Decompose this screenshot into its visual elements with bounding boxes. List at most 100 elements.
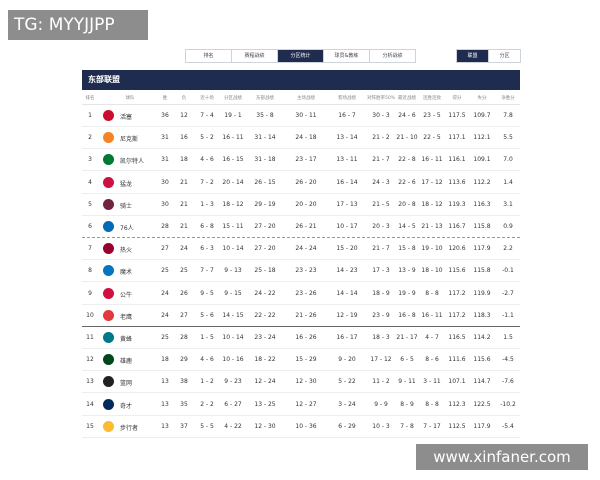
table-cell: 13 xyxy=(161,378,169,386)
table-cell: 7 - 17 xyxy=(423,422,441,430)
column-header: 球队 xyxy=(125,96,135,101)
row-divider xyxy=(82,303,520,305)
table-cell: 12 - 24 xyxy=(254,378,276,386)
header-rule xyxy=(82,104,520,105)
table-cell: 6 xyxy=(88,223,92,230)
team-logo xyxy=(103,398,114,410)
table-cell: 5 xyxy=(88,200,92,208)
row-divider xyxy=(82,348,520,349)
table-cell: 4 - 7 xyxy=(425,334,439,341)
column-header: 负 xyxy=(181,96,187,101)
column-header: 失分 xyxy=(477,96,487,101)
table-cell: 8 - 6 xyxy=(425,356,439,364)
table-cell: 22 - 22 xyxy=(254,311,276,319)
table-cell: 9 - 20 xyxy=(338,356,356,364)
table-cell: 16 - 11 xyxy=(222,134,244,142)
table-cell: -2.7 xyxy=(502,289,514,297)
team-name: 猛龙 xyxy=(120,180,133,188)
table-cell: 24 xyxy=(161,311,169,319)
table-cell: 10 - 3 xyxy=(372,422,390,430)
table-cell: 18 xyxy=(180,156,188,164)
table-cell: 25 xyxy=(180,267,188,275)
table-cell: 29 - 19 xyxy=(254,200,276,208)
table-cell: 4 - 6 xyxy=(200,356,214,364)
table-cell: 16 - 11 xyxy=(421,156,443,164)
table-cell: 22 - 6 xyxy=(398,178,416,186)
table-cell: -4.5 xyxy=(502,356,514,364)
tab[interactable]: 赛程战绩 xyxy=(231,49,278,63)
table-cell: 118.3 xyxy=(473,311,491,319)
tab[interactable]: 分析战绩 xyxy=(369,49,416,63)
row-divider xyxy=(82,214,520,216)
row-divider xyxy=(82,414,520,416)
table-cell: 38 xyxy=(180,378,188,386)
table-cell: 18 - 12 xyxy=(222,200,244,208)
footer-watermark: www.xinfaner.com xyxy=(416,444,588,470)
table-cell: 4 - 22 xyxy=(224,422,242,430)
table-cell: 1 - 3 xyxy=(200,200,214,208)
tab[interactable]: 分区统计 xyxy=(277,49,324,63)
table-cell: 8 xyxy=(88,267,92,275)
table-cell: 35 xyxy=(180,400,188,408)
column-header: 连胜连败 xyxy=(423,96,441,101)
table-cell: 28 xyxy=(180,334,188,341)
table-cell: 17 - 12 xyxy=(421,178,443,186)
table-cell: -5.4 xyxy=(502,422,514,430)
table-cell: 107.1 xyxy=(448,378,466,386)
team-logo xyxy=(103,176,114,188)
table-cell: 9 - 15 xyxy=(224,289,242,297)
table-cell: 3 xyxy=(88,156,92,164)
table-cell: 20 - 14 xyxy=(222,178,244,186)
table-cell: 21 - 10 xyxy=(396,134,418,142)
table-cell: 113.6 xyxy=(448,178,466,186)
table-cell: 26 - 21 xyxy=(295,223,317,230)
table-cell: 3.1 xyxy=(503,200,513,208)
table-cell: 6 - 29 xyxy=(338,422,356,430)
table-cell: 21 xyxy=(180,200,188,208)
table-cell: 21 - 2 xyxy=(372,134,390,142)
row-divider xyxy=(82,436,520,438)
table-cell: 5 - 2 xyxy=(200,134,214,142)
table-cell: 1 - 5 xyxy=(200,334,214,341)
table-cell: 25 xyxy=(161,267,169,275)
table-cell: 31 xyxy=(161,156,169,164)
table-cell: 10 - 14 xyxy=(222,334,244,341)
row-divider xyxy=(82,370,520,372)
table-cell: 9 - 13 xyxy=(224,267,242,275)
table-cell: 9 - 11 xyxy=(398,378,416,386)
table-cell: 8 - 8 xyxy=(425,400,439,408)
table-cell: 26 - 15 xyxy=(254,178,276,186)
table-cell: 117.9 xyxy=(473,422,491,430)
table-cell: 122.5 xyxy=(473,400,491,408)
table-cell: 25 xyxy=(161,334,169,341)
scope-tab[interactable]: 联盟 xyxy=(456,49,489,63)
table-cell: 17 - 13 xyxy=(336,200,358,208)
table-cell: 24 - 18 xyxy=(295,134,317,142)
table-cell: 116.1 xyxy=(448,156,466,164)
team-logo xyxy=(103,132,114,144)
table-cell: 13 - 14 xyxy=(336,134,358,142)
table-cell: 25 - 18 xyxy=(254,267,276,275)
table-cell: 24 - 22 xyxy=(254,289,276,297)
table-cell: 10 xyxy=(86,311,94,319)
table-cell: 31 - 14 xyxy=(254,134,276,142)
table-cell: 1 - 2 xyxy=(200,378,214,386)
table-cell: 23 - 23 xyxy=(295,267,317,275)
table-cell: 13 xyxy=(86,378,94,386)
table-cell: 5.5 xyxy=(503,134,513,142)
table-cell: 109.1 xyxy=(473,156,491,164)
table-cell: -7.6 xyxy=(502,378,514,386)
table-cell: 6 - 5 xyxy=(400,356,414,364)
table-cell: 14 - 14 xyxy=(336,289,358,297)
tab[interactable]: 排名 xyxy=(185,49,232,63)
table-cell: 24 - 6 xyxy=(398,112,416,119)
table-cell: 26 - 20 xyxy=(295,178,317,186)
table-cell: 2 - 2 xyxy=(200,400,214,408)
team-logo xyxy=(103,198,114,210)
scope-tab[interactable]: 分区 xyxy=(488,49,521,63)
column-header: 排名 xyxy=(85,96,95,101)
table-cell: 117.2 xyxy=(448,289,466,297)
tab[interactable]: 球员&教练 xyxy=(323,49,370,63)
